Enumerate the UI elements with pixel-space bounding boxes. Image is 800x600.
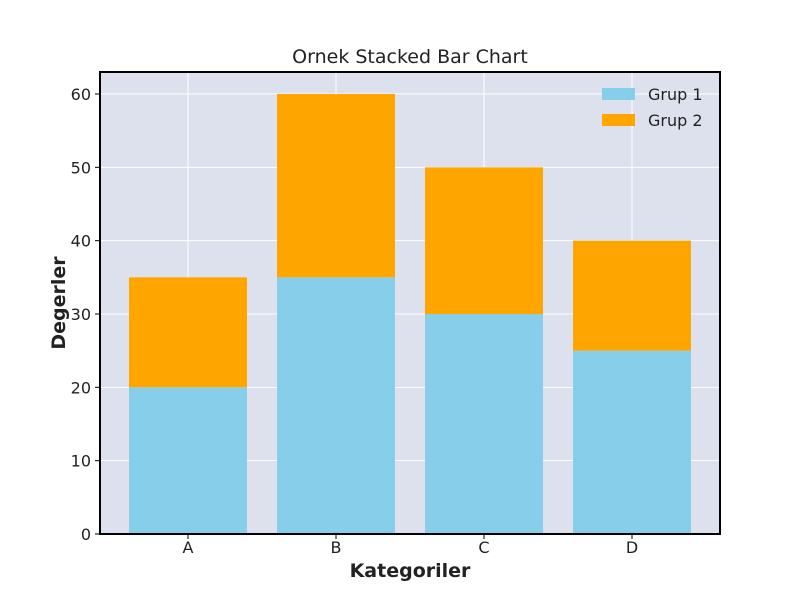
chart-title: Ornek Stacked Bar Chart <box>292 46 528 68</box>
x-tick-label: A <box>183 538 194 557</box>
x-tick-label: D <box>626 538 638 557</box>
axes-layer: 0 10 20 30 40 50 60 A B C D <box>71 85 639 557</box>
bar-a-series-2 <box>129 277 247 388</box>
y-tick-label: 50 <box>71 158 91 177</box>
x-axis-label: Kategoriler <box>350 560 471 582</box>
bar-b-series-2 <box>277 94 395 278</box>
y-tick-label: 20 <box>71 378 91 397</box>
legend-swatch-series-1 <box>602 88 635 100</box>
x-tick-label: C <box>478 538 489 557</box>
y-tick-label: 10 <box>71 452 91 471</box>
legend-label-series-2: Grup 2 <box>648 111 703 130</box>
plot-frame <box>99 71 721 535</box>
legend: Grup 1 Grup 2 <box>602 85 703 130</box>
bar-b-series-1 <box>277 277 395 534</box>
legend-swatch-series-2 <box>602 114 635 126</box>
x-tick-label: B <box>331 538 342 557</box>
y-tick-label: 0 <box>81 525 91 544</box>
y-tick-label: 30 <box>71 305 91 324</box>
y-tick-label: 40 <box>71 232 91 251</box>
bar-d-series-1 <box>573 350 691 534</box>
bar-a-series-1 <box>129 387 247 534</box>
bar-c-series-1 <box>425 314 543 534</box>
y-axis-label: Degerler <box>48 256 70 350</box>
bars-layer <box>129 94 691 534</box>
bar-c-series-2 <box>425 167 543 314</box>
legend-label-series-1: Grup 1 <box>648 85 703 104</box>
y-tick-label: 60 <box>71 85 91 104</box>
bar-d-series-2 <box>573 240 691 351</box>
